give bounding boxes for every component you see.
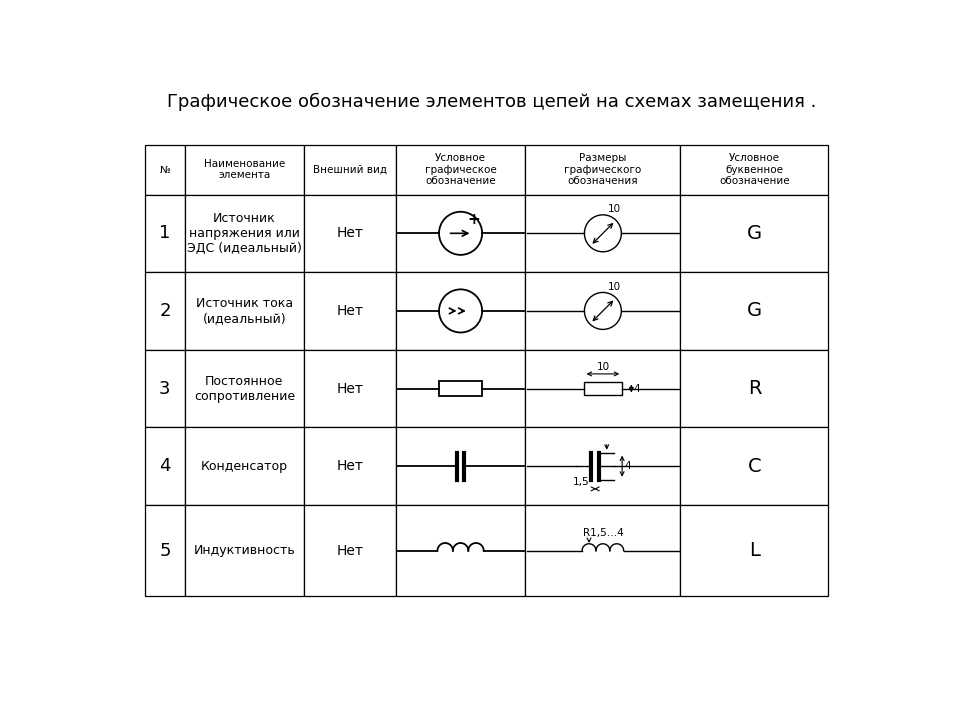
Bar — [396, 505, 525, 596]
Text: C: C — [748, 456, 761, 476]
Bar — [303, 272, 396, 350]
Bar — [145, 145, 185, 194]
Text: Нет: Нет — [336, 382, 363, 395]
Text: Постоянное
сопротивление: Постоянное сопротивление — [194, 374, 295, 402]
Bar — [396, 428, 525, 505]
Text: Конденсатор: Конденсатор — [201, 459, 288, 472]
Bar — [525, 428, 681, 505]
Text: Внешний вид: Внешний вид — [313, 165, 387, 174]
Text: 4: 4 — [624, 462, 631, 471]
Text: +: + — [468, 212, 480, 227]
Text: 2: 2 — [159, 302, 171, 320]
Bar — [681, 428, 828, 505]
Text: 10: 10 — [608, 204, 620, 214]
Text: №: № — [159, 165, 170, 174]
Bar — [145, 350, 185, 428]
Text: G: G — [747, 224, 762, 243]
Bar — [185, 350, 303, 428]
Bar — [396, 350, 525, 428]
Text: 1,5: 1,5 — [572, 477, 589, 487]
Bar — [681, 505, 828, 596]
Bar — [303, 428, 396, 505]
Bar — [185, 505, 303, 596]
Text: 5: 5 — [159, 541, 171, 559]
Text: Размеры
графического
обозначения: Размеры графического обозначения — [564, 153, 641, 186]
Bar — [145, 505, 185, 596]
Bar — [185, 145, 303, 194]
Text: Источник тока
(идеальный): Источник тока (идеальный) — [196, 297, 293, 325]
Bar — [525, 145, 681, 194]
Bar — [525, 194, 681, 272]
Bar — [584, 382, 622, 395]
Text: Нет: Нет — [336, 304, 363, 318]
Bar — [303, 350, 396, 428]
Text: Нет: Нет — [336, 226, 363, 240]
Text: 4: 4 — [634, 384, 640, 394]
Bar — [525, 272, 681, 350]
Bar — [185, 272, 303, 350]
Text: Индуктивность: Индуктивность — [194, 544, 296, 557]
Bar — [145, 428, 185, 505]
Bar — [303, 194, 396, 272]
Text: L: L — [749, 541, 760, 560]
Text: 3: 3 — [159, 379, 171, 397]
Bar — [303, 145, 396, 194]
Bar — [681, 145, 828, 194]
Bar — [681, 350, 828, 428]
Text: Нет: Нет — [336, 459, 363, 473]
Bar — [185, 428, 303, 505]
Bar — [681, 194, 828, 272]
Text: 4: 4 — [159, 457, 171, 475]
Text: 1: 1 — [159, 225, 171, 243]
Text: R: R — [748, 379, 761, 398]
Bar — [303, 505, 396, 596]
Bar — [145, 272, 185, 350]
Text: R1,5…4: R1,5…4 — [583, 528, 623, 538]
Bar — [396, 272, 525, 350]
Text: 10: 10 — [608, 282, 620, 292]
Bar — [681, 272, 828, 350]
Text: Нет: Нет — [336, 544, 363, 558]
Bar — [525, 505, 681, 596]
Text: Источник
напряжения или
ЭДС (идеальный): Источник напряжения или ЭДС (идеальный) — [187, 212, 301, 255]
Bar — [525, 350, 681, 428]
Text: Наименование
элемента: Наименование элемента — [204, 158, 285, 180]
Text: 10: 10 — [596, 361, 610, 372]
Text: Условное
графическое
обозначение: Условное графическое обозначение — [424, 153, 496, 186]
Bar — [396, 194, 525, 272]
Text: G: G — [747, 302, 762, 320]
Bar — [185, 194, 303, 272]
Bar — [145, 194, 185, 272]
Text: Условное
буквенное
обозначение: Условное буквенное обозначение — [719, 153, 790, 186]
Bar — [440, 381, 482, 396]
Bar — [396, 145, 525, 194]
Text: Графическое обозначение элементов цепей на схемах замещения .: Графическое обозначение элементов цепей … — [167, 93, 817, 111]
